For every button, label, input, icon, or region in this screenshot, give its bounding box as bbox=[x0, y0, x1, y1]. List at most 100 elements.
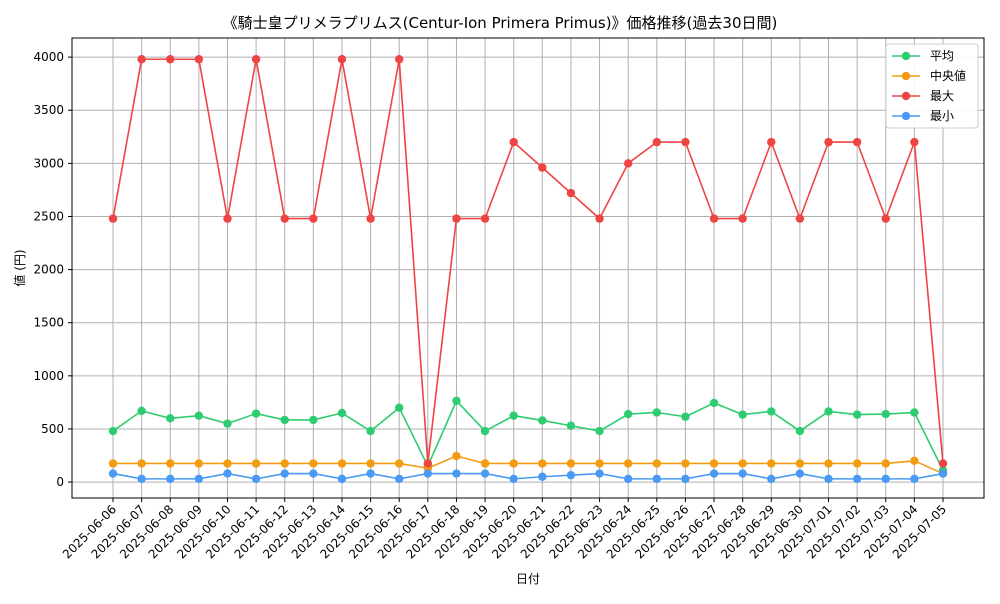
data-point bbox=[166, 459, 175, 468]
legend-label: 最小 bbox=[930, 109, 954, 123]
data-point bbox=[824, 459, 833, 468]
data-point bbox=[566, 470, 576, 480]
data-point bbox=[309, 214, 318, 223]
data-point bbox=[280, 469, 289, 478]
data-point bbox=[652, 137, 661, 147]
data-point bbox=[280, 459, 289, 468]
data-point bbox=[623, 159, 633, 168]
legend-label: 平均 bbox=[930, 49, 954, 63]
series-3 bbox=[108, 55, 948, 468]
data-point bbox=[480, 214, 490, 223]
data-point bbox=[681, 412, 690, 421]
legend-item: 中央値 bbox=[892, 68, 966, 83]
series-line bbox=[113, 455, 944, 475]
data-point bbox=[509, 459, 518, 468]
y-tick-label: 2500 bbox=[33, 209, 64, 223]
data-point bbox=[595, 426, 604, 436]
data-point bbox=[852, 137, 862, 147]
data-point bbox=[137, 459, 146, 468]
y-tick-label: 0 bbox=[56, 475, 64, 489]
data-point bbox=[938, 469, 948, 478]
data-point bbox=[251, 459, 261, 468]
series-line bbox=[112, 472, 944, 480]
data-point bbox=[824, 407, 833, 416]
y-tick-label: 3000 bbox=[33, 156, 64, 170]
data-point bbox=[824, 137, 833, 147]
data-point bbox=[538, 459, 547, 468]
data-point bbox=[251, 55, 261, 64]
series-lines bbox=[108, 55, 948, 484]
data-point bbox=[452, 469, 461, 478]
data-point bbox=[623, 459, 633, 468]
x-axis-label: 日付 bbox=[516, 572, 540, 586]
data-point bbox=[681, 137, 690, 147]
data-point bbox=[423, 459, 433, 468]
data-point bbox=[366, 469, 375, 478]
legend-marker bbox=[901, 91, 911, 101]
data-point bbox=[767, 137, 776, 147]
data-point bbox=[223, 469, 232, 478]
series-line bbox=[112, 399, 944, 471]
data-point bbox=[395, 474, 404, 484]
data-point bbox=[309, 469, 318, 478]
data-point bbox=[795, 214, 805, 223]
data-point bbox=[194, 474, 204, 484]
data-point bbox=[681, 459, 690, 468]
data-point bbox=[566, 459, 576, 468]
data-point bbox=[166, 414, 175, 423]
data-point bbox=[452, 451, 461, 461]
data-point bbox=[767, 407, 776, 416]
data-point bbox=[738, 410, 747, 419]
plot-frame bbox=[71, 37, 985, 499]
data-point bbox=[795, 459, 805, 468]
data-point bbox=[852, 474, 862, 484]
data-point bbox=[194, 411, 204, 420]
series-4 bbox=[108, 469, 948, 484]
data-point bbox=[395, 459, 404, 468]
data-point bbox=[108, 214, 118, 223]
data-point bbox=[223, 459, 232, 468]
data-point bbox=[194, 459, 204, 468]
data-point bbox=[395, 55, 404, 64]
data-point bbox=[623, 474, 633, 484]
data-point bbox=[767, 459, 776, 468]
data-point bbox=[881, 459, 890, 468]
y-tick-label: 2000 bbox=[33, 263, 64, 277]
data-point bbox=[910, 137, 919, 147]
data-point bbox=[738, 459, 747, 468]
data-point bbox=[681, 474, 690, 484]
data-point bbox=[709, 398, 719, 408]
data-point bbox=[337, 408, 347, 418]
y-tick-label: 500 bbox=[41, 422, 64, 436]
data-point bbox=[709, 459, 719, 468]
data-point bbox=[881, 474, 890, 484]
data-point bbox=[938, 459, 948, 468]
data-point bbox=[108, 469, 118, 478]
data-point bbox=[166, 55, 175, 64]
data-point bbox=[566, 421, 576, 430]
data-point bbox=[538, 163, 547, 172]
data-point bbox=[337, 459, 347, 468]
data-point bbox=[910, 408, 919, 417]
data-point bbox=[824, 474, 833, 484]
legend-box bbox=[885, 43, 979, 129]
data-point bbox=[595, 469, 604, 478]
data-point bbox=[251, 474, 261, 484]
data-point bbox=[910, 474, 919, 484]
data-point bbox=[337, 55, 347, 64]
data-point bbox=[251, 409, 261, 418]
data-point bbox=[509, 474, 518, 484]
data-point bbox=[452, 396, 461, 405]
data-point bbox=[595, 459, 604, 468]
data-point bbox=[738, 214, 747, 223]
data-point bbox=[566, 188, 576, 198]
y-tick-label: 1500 bbox=[33, 316, 64, 330]
data-point bbox=[852, 410, 862, 419]
data-point bbox=[137, 474, 146, 484]
data-point bbox=[395, 403, 404, 412]
data-point bbox=[652, 408, 661, 417]
data-point bbox=[738, 469, 747, 478]
